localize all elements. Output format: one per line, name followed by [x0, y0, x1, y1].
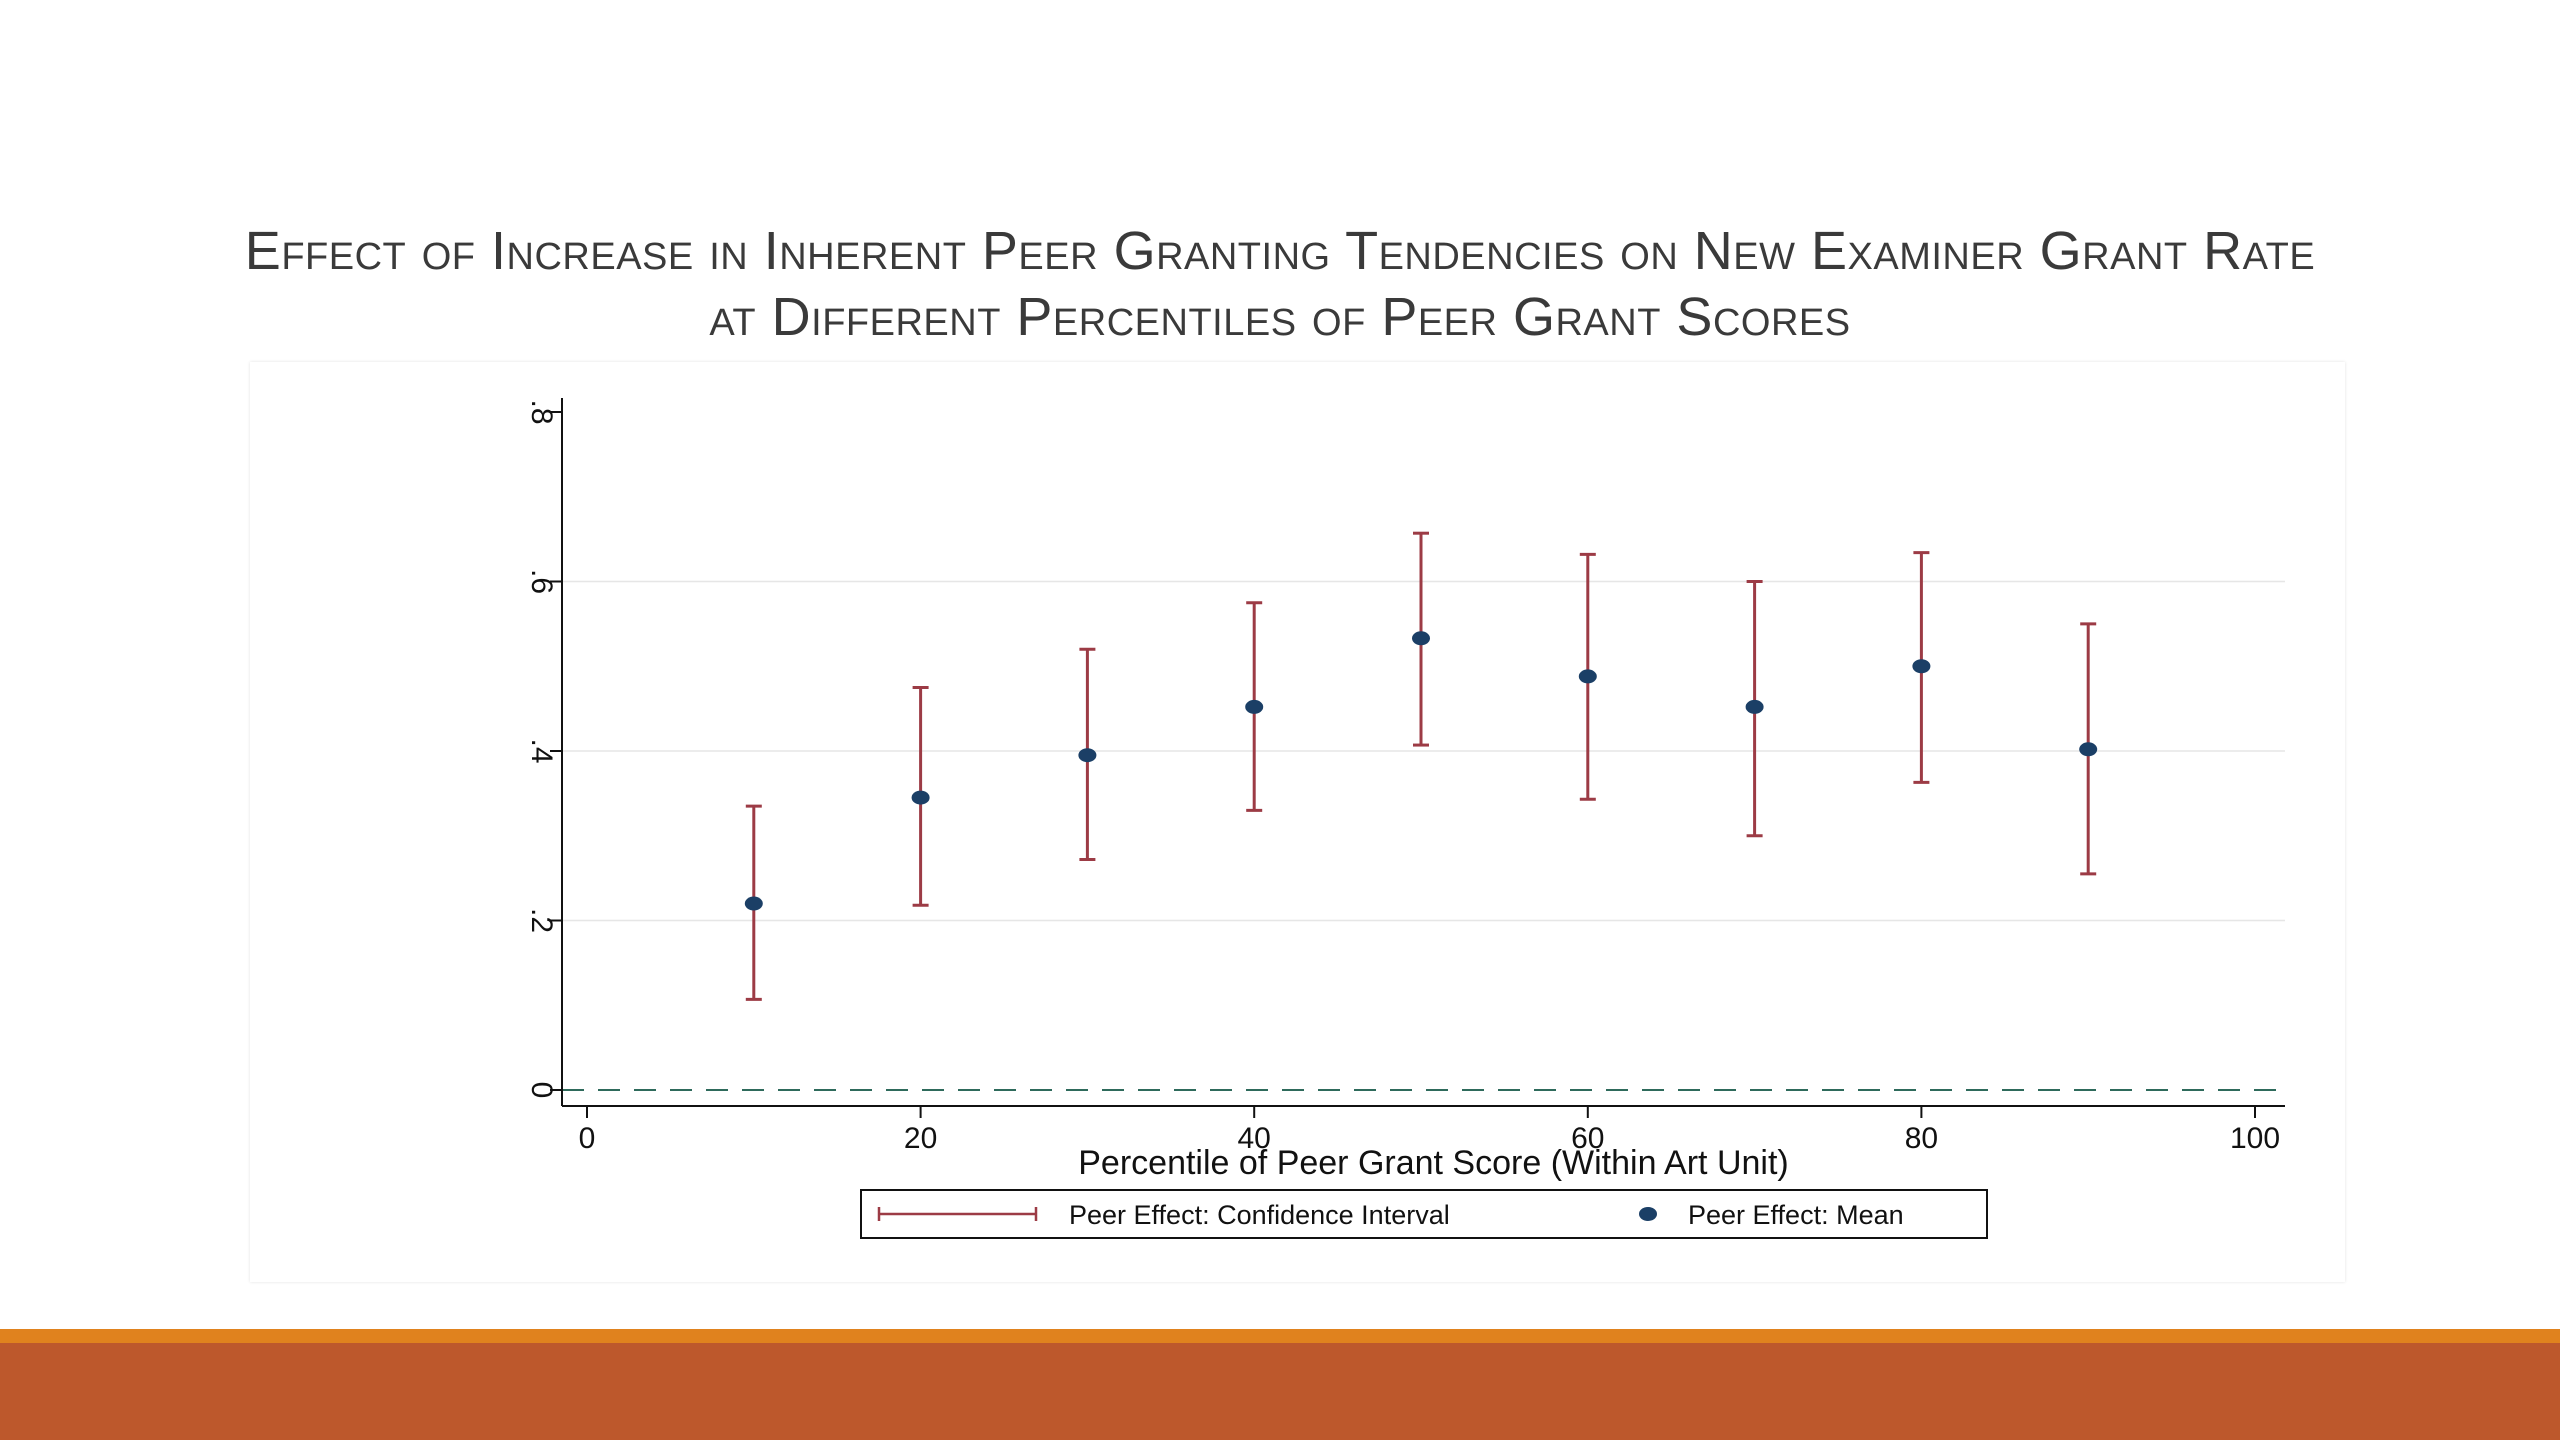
slide-title: Effect of Increase in Inherent Peer Gran…	[0, 218, 2560, 350]
mean-point-8	[2079, 742, 2098, 757]
footer-bar	[0, 1343, 2560, 1440]
legend-label-ci: Peer Effect: Confidence Interval	[1069, 1200, 1450, 1230]
x-axis-title: Percentile of Peer Grant Score (Within A…	[1078, 1144, 1788, 1182]
mean-point-6	[1745, 699, 1764, 714]
legend: Peer Effect: Confidence Interval Peer Eff…	[860, 1189, 1988, 1239]
legend-mean-marker	[1639, 1207, 1657, 1221]
mean-point-0	[744, 896, 763, 911]
mean-point-7	[1912, 659, 1931, 674]
error-bar-chart: 0 .2 .4 .6 .8 0 20 40 60 80 100 Percentile of Peer …	[525, 398, 2285, 1239]
y-tick-label-3: .6	[525, 569, 558, 594]
x-tick-label-2: 40	[1238, 1122, 1271, 1155]
y-tick-label-2: .4	[525, 738, 558, 763]
mean-point-1	[911, 790, 930, 805]
x-tick-label-4: 80	[1905, 1122, 1938, 1155]
x-tick-label-3: 60	[1571, 1122, 1604, 1155]
y-tick-label-4: .8	[525, 399, 558, 424]
mean-point-2	[1078, 748, 1097, 763]
legend-box	[860, 1189, 1988, 1239]
x-tick-label-1: 20	[904, 1122, 937, 1155]
legend-label-mean: Peer Effect: Mean	[1688, 1200, 1904, 1230]
x-tick-label-0: 0	[579, 1122, 596, 1155]
mean-point-4	[1412, 631, 1430, 646]
mean-point-3	[1245, 699, 1264, 714]
footer-accent-strip	[0, 1329, 2560, 1343]
slide-title-line-1: Effect of Increase in Inherent Peer Gran…	[244, 221, 2316, 281]
y-tick-label-1: .2	[525, 908, 558, 933]
y-tick-label-0: 0	[525, 1082, 558, 1099]
mean-point-5	[1578, 669, 1597, 684]
chart-panel: 0 .2 .4 .6 .8 0 20 40 60 80 100 Percentile of Peer …	[250, 362, 2345, 1282]
x-tick-label-5: 100	[2230, 1122, 2280, 1155]
slide-title-line-2: at Different Percentiles of Peer Grant S…	[709, 287, 1851, 347]
